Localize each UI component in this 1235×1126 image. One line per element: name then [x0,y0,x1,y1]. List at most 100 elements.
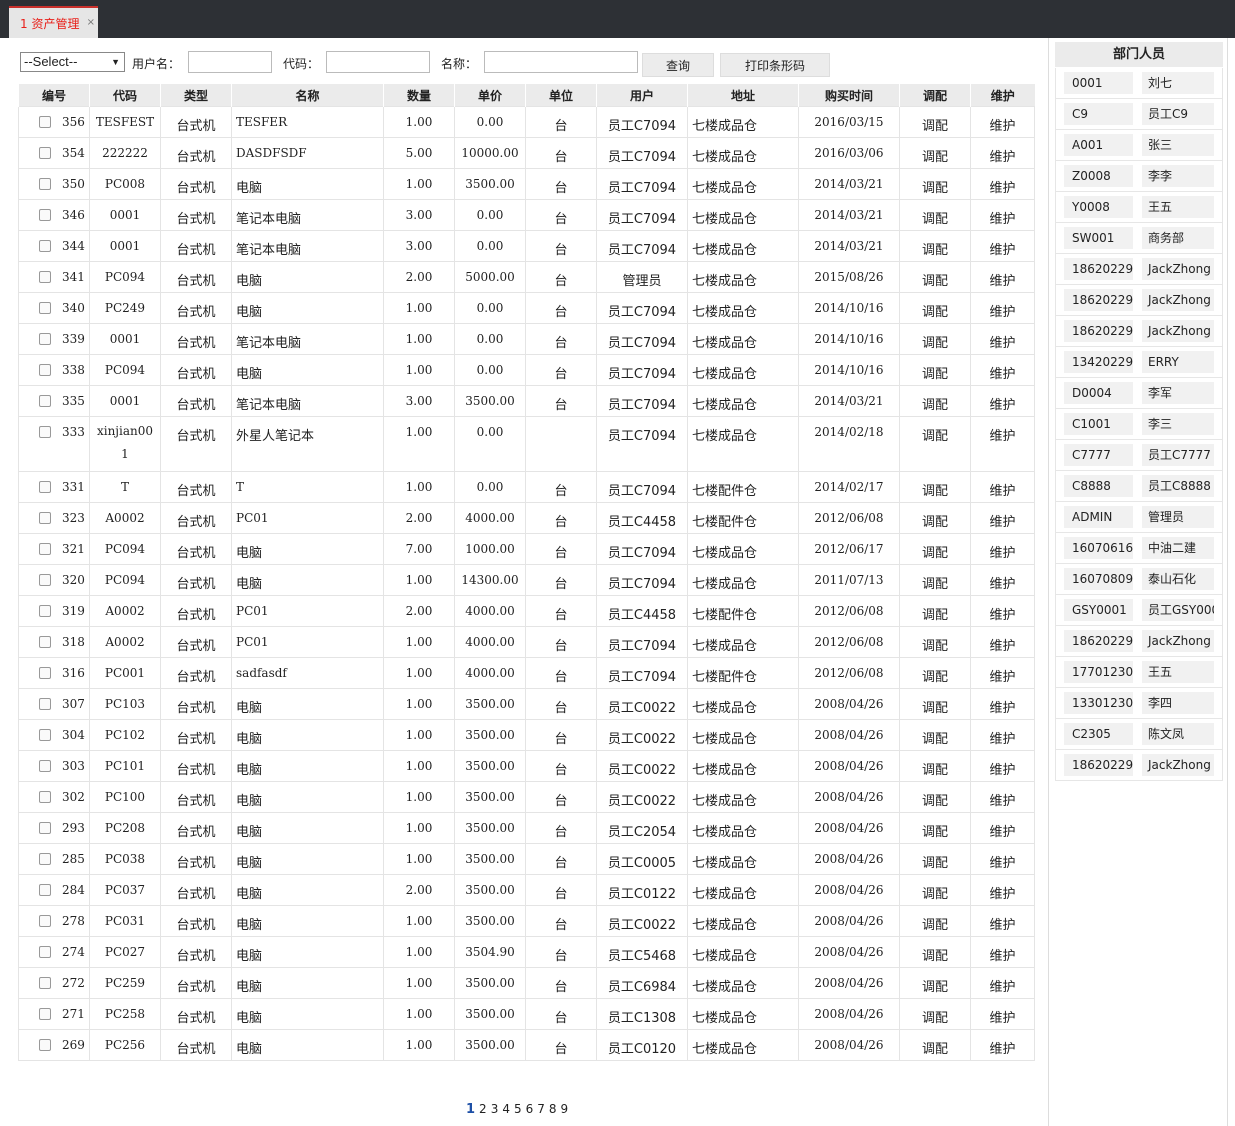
row-checkbox[interactable] [39,364,51,376]
table-row[interactable]: 272 PC259 台式机 电脑 1.00 3500.00 台员工C6984 七楼成品仓 200… [18,967,1035,999]
maintain-link[interactable]: 维护 [970,323,1035,355]
maintain-link[interactable]: 维护 [970,595,1035,627]
table-row[interactable]: 274 PC027 台式机 电脑 1.00 3504.90 台员工C5468 七楼成品仓 200… [18,936,1035,968]
row-checkbox[interactable] [39,116,51,128]
table-row[interactable]: 323 A0002 台式机 PC01 2.00 4000.00 台员工C4458 七楼配件仓 2… [18,502,1035,534]
page-link[interactable]: 2 [479,1102,487,1116]
maintain-link[interactable]: 维护 [970,719,1035,751]
maintain-link[interactable]: 维护 [970,626,1035,658]
row-checkbox[interactable] [39,1008,51,1020]
row-checkbox[interactable] [39,481,51,493]
dept-person-row[interactable]: C1001 李三 [1055,409,1223,440]
allocate-link[interactable]: 调配 [899,564,971,596]
table-row[interactable]: 302 PC100 台式机 电脑 1.00 3500.00 台员工C0022 七楼成品仓 200… [18,781,1035,813]
type-select[interactable]: --Select-- ▼ [20,52,125,72]
dept-person-row[interactable]: 18620229385 JackZhong [1055,626,1223,657]
dept-person-row[interactable]: 18620229385 JackZhong [1055,285,1223,316]
table-row[interactable]: 339 0001 台式机 笔记本电脑 1.00 0.00 台员工C7094 七楼成品仓 2014… [18,323,1035,355]
table-row[interactable]: 338 PC094 台式机 电脑 1.00 0.00 台员工C7094 七楼成品仓 2014/1… [18,354,1035,386]
maintain-link[interactable]: 维护 [970,168,1035,200]
row-checkbox[interactable] [39,333,51,345]
dept-person-row[interactable]: Y0008 王五 [1055,192,1223,223]
maintain-link[interactable]: 维护 [970,261,1035,293]
maintain-link[interactable]: 维护 [970,967,1035,999]
maintain-link[interactable]: 维护 [970,502,1035,534]
table-row[interactable]: 284 PC037 台式机 电脑 2.00 3500.00 台员工C0122 七楼成品仓 200… [18,874,1035,906]
page-link[interactable]: 1 [466,1102,476,1117]
maintain-link[interactable]: 维护 [970,750,1035,782]
dept-person-row[interactable]: 13420229385 ERRY [1055,347,1223,378]
table-row[interactable]: 344 0001 台式机 笔记本电脑 3.00 0.00 台员工C7094 七楼成品仓 2014… [18,230,1035,262]
maintain-link[interactable]: 维护 [970,137,1035,169]
table-row[interactable]: 318 A0002 台式机 PC01 1.00 4000.00 台员工C7094 七楼成品仓 2… [18,626,1035,658]
dept-person-row[interactable]: A001 张三 [1055,130,1223,161]
allocate-link[interactable]: 调配 [899,905,971,937]
allocate-link[interactable]: 调配 [899,261,971,293]
row-checkbox[interactable] [39,178,51,190]
row-checkbox[interactable] [39,667,51,679]
table-row[interactable]: 321 PC094 台式机 电脑 7.00 1000.00 台员工C7094 七楼成品仓 201… [18,533,1035,565]
maintain-link[interactable]: 维护 [970,292,1035,324]
row-checkbox[interactable] [39,853,51,865]
table-row[interactable]: 293 PC208 台式机 电脑 1.00 3500.00 台员工C2054 七楼成品仓 200… [18,812,1035,844]
row-checkbox[interactable] [39,1039,51,1051]
dept-person-row[interactable]: 16070616190 中油二建 [1055,533,1223,564]
row-checkbox[interactable] [39,698,51,710]
allocate-link[interactable]: 调配 [899,843,971,875]
row-checkbox[interactable] [39,209,51,221]
allocate-link[interactable]: 调配 [899,750,971,782]
allocate-link[interactable]: 调配 [899,936,971,968]
table-row[interactable]: 335 0001 台式机 笔记本电脑 3.00 3500.00 台员工C7094 七楼成品仓 2… [18,385,1035,417]
table-row[interactable]: 356 TESFEST 台式机 TESFER 1.00 0.00 台员工C7094 七楼成品仓… [18,106,1035,138]
allocate-link[interactable]: 调配 [899,471,971,503]
row-checkbox[interactable] [39,271,51,283]
maintain-link[interactable]: 维护 [970,812,1035,844]
allocate-link[interactable]: 调配 [899,688,971,720]
dept-person-row[interactable]: 17701230190 王五 [1055,657,1223,688]
allocate-link[interactable]: 调配 [899,781,971,813]
maintain-link[interactable]: 维护 [970,874,1035,906]
page-link[interactable]: 6 [525,1102,534,1116]
maintain-link[interactable]: 维护 [970,843,1035,875]
dept-person-row[interactable]: C9 员工C9 [1055,99,1223,130]
allocate-link[interactable]: 调配 [899,106,971,138]
row-checkbox[interactable] [39,240,51,252]
table-row[interactable]: 331 T 台式机 T 1.00 0.00 台员工C7094 七楼配件仓 2014/02/17 调… [18,471,1035,503]
page-link[interactable]: 4 [502,1102,510,1116]
row-checkbox[interactable] [39,636,51,648]
page-link[interactable]: 9 [560,1102,569,1116]
allocate-link[interactable]: 调配 [899,199,971,231]
maintain-link[interactable]: 维护 [970,936,1035,968]
allocate-link[interactable]: 调配 [899,502,971,534]
row-checkbox[interactable] [39,977,51,989]
maintain-link[interactable]: 维护 [970,1029,1035,1061]
row-checkbox[interactable] [39,302,51,314]
allocate-link[interactable]: 调配 [899,626,971,658]
table-row[interactable]: 350 PC008 台式机 电脑 1.00 3500.00 台员工C7094 七楼成品仓 201… [18,168,1035,200]
close-icon[interactable]: × [86,17,95,28]
allocate-link[interactable]: 调配 [899,323,971,355]
page-link[interactable]: 8 [548,1102,557,1116]
table-row[interactable]: 320 PC094 台式机 电脑 1.00 14300.00 台员工C7094 七楼成品仓 20… [18,564,1035,596]
table-row[interactable]: 285 PC038 台式机 电脑 1.00 3500.00 台员工C0005 七楼成品仓 200… [18,843,1035,875]
table-row[interactable]: 278 PC031 台式机 电脑 1.00 3500.00 台员工C0022 七楼成品仓 200… [18,905,1035,937]
maintain-link[interactable]: 维护 [970,354,1035,386]
dept-person-row[interactable]: 13301230190 李四 [1055,688,1223,719]
allocate-link[interactable]: 调配 [899,719,971,751]
table-row[interactable]: 346 0001 台式机 笔记本电脑 3.00 0.00 台员工C7094 七楼成品仓 2014… [18,199,1035,231]
dept-person-row[interactable]: 0001 刘七 [1055,68,1223,99]
allocate-link[interactable]: 调配 [899,657,971,689]
username-input[interactable] [188,51,272,73]
allocate-link[interactable]: 调配 [899,168,971,200]
dept-person-row[interactable]: 18620229385 JackZhong [1055,254,1223,285]
table-row[interactable]: 303 PC101 台式机 电脑 1.00 3500.00 台员工C0022 七楼成品仓 200… [18,750,1035,782]
row-checkbox[interactable] [39,915,51,927]
table-row[interactable]: 333 xinjian001 台式机 外星人笔记本 1.00 0.00 员工C7094 七楼成… [18,416,1035,472]
allocate-link[interactable]: 调配 [899,1029,971,1061]
maintain-link[interactable]: 维护 [970,657,1035,689]
page-link[interactable]: 3 [490,1102,499,1116]
dept-person-row[interactable]: 18620229385 JackZhong [1055,316,1223,347]
row-checkbox[interactable] [39,543,51,555]
row-checkbox[interactable] [39,791,51,803]
dept-person-row[interactable]: C7777 员工C7777 [1055,440,1223,471]
